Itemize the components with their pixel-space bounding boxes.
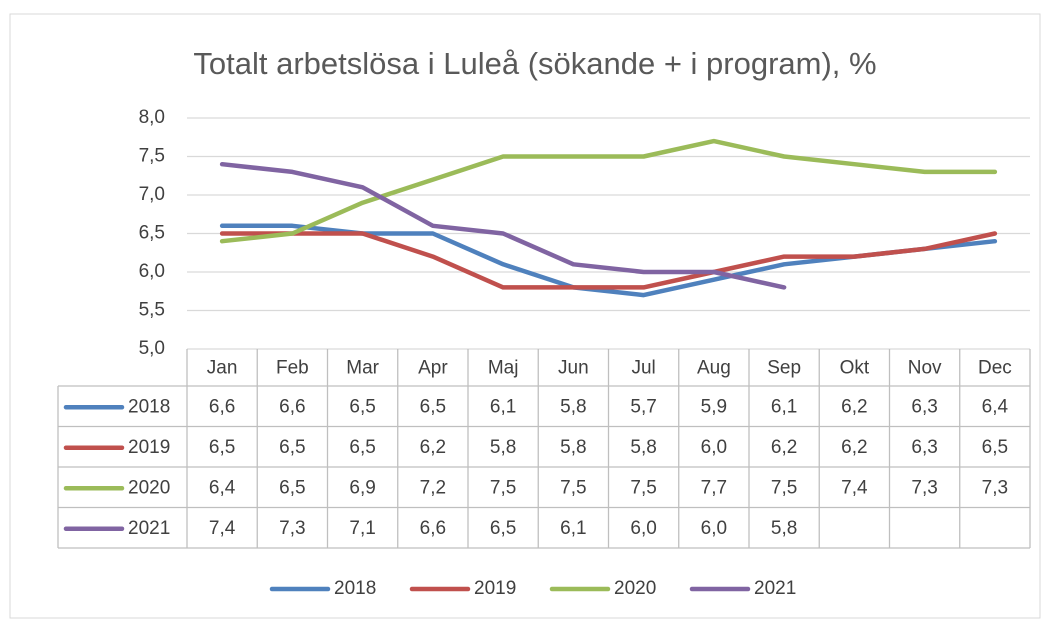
table-cell: 5,7 (630, 396, 656, 417)
table-cell: 7,5 (771, 477, 797, 498)
table-series-name: 2018 (128, 396, 170, 417)
table-cell: 7,5 (490, 477, 516, 498)
x-tick-label: Mar (346, 358, 379, 379)
table-cell: 7,1 (349, 518, 375, 539)
y-tick-label: 5,0 (139, 338, 165, 359)
x-tick-label: Jul (631, 358, 655, 379)
table-cell: 7,3 (982, 477, 1008, 498)
x-tick-label: Jan (207, 358, 238, 379)
table-cell: 6,0 (701, 518, 727, 539)
x-tick-label: Feb (276, 358, 309, 379)
table-cell: 6,5 (279, 437, 305, 458)
x-tick-label: Okt (840, 358, 870, 379)
table-cell: 6,6 (279, 396, 305, 417)
x-tick-label: Nov (908, 358, 942, 379)
table-cell: 7,5 (630, 477, 656, 498)
x-tick-label: Sep (767, 358, 801, 379)
table-cell: 5,8 (490, 437, 516, 458)
chart-frame (9, 13, 1041, 619)
series-line (219, 161, 787, 290)
table-cell: 7,4 (209, 518, 236, 539)
table-cell: 6,6 (420, 518, 446, 539)
y-tick-label: 5,5 (139, 300, 165, 321)
legend-label: 2020 (614, 578, 656, 599)
table-cell: 6,5 (209, 437, 235, 458)
x-tick-label: Jun (558, 358, 589, 379)
table-cell: 6,0 (630, 518, 656, 539)
table-cell: 7,4 (841, 477, 868, 498)
x-tick-label: Aug (697, 358, 731, 379)
y-tick-label: 7,0 (139, 184, 165, 205)
table-cell: 7,3 (279, 518, 305, 539)
table-cell: 7,3 (911, 477, 937, 498)
legend-label: 2019 (474, 578, 516, 599)
x-tick-label: Maj (488, 358, 519, 379)
table-cell: 5,8 (560, 396, 586, 417)
table-cell: 5,8 (630, 437, 656, 458)
table-cell: 6,3 (911, 396, 937, 417)
table-cell: 5,8 (771, 518, 797, 539)
table-cell: 6,2 (771, 437, 797, 458)
table-cell: 6,2 (841, 396, 867, 417)
x-tick-label: Dec (978, 358, 1012, 379)
y-tick-label: 8,0 (139, 107, 165, 128)
table-cell: 5,8 (560, 437, 586, 458)
legend-label: 2021 (754, 578, 796, 599)
table-cell: 6,3 (911, 437, 937, 458)
table-series-name: 2020 (128, 477, 170, 498)
table-cell: 7,7 (701, 477, 727, 498)
table-cell: 6,5 (982, 437, 1008, 458)
table-cell: 6,2 (420, 437, 446, 458)
table-cell: 5,9 (701, 396, 727, 417)
table-cell: 6,5 (349, 396, 375, 417)
table-cell: 6,5 (420, 396, 446, 417)
y-tick-label: 6,0 (139, 261, 165, 282)
y-tick-label: 6,5 (139, 223, 165, 244)
series-line (219, 231, 998, 290)
table-cell: 7,5 (560, 477, 586, 498)
x-tick-label: Apr (418, 358, 448, 379)
table-cell: 7,2 (420, 477, 446, 498)
table-cell: 6,4 (209, 477, 236, 498)
table-cell: 6,6 (209, 396, 235, 417)
table-cell: 6,0 (701, 437, 727, 458)
series-line (219, 138, 998, 244)
table-cell: 6,9 (349, 477, 375, 498)
table-cell: 6,4 (982, 396, 1009, 417)
table-series-name: 2019 (128, 437, 170, 458)
table-cell: 6,1 (490, 396, 516, 417)
table-series-name: 2021 (128, 518, 170, 539)
table-cell: 6,2 (841, 437, 867, 458)
table-cell: 6,5 (279, 477, 305, 498)
y-tick-label: 7,5 (139, 146, 165, 167)
table-cell: 6,1 (771, 396, 797, 417)
legend-label: 2018 (334, 578, 376, 599)
table-cell: 6,5 (349, 437, 375, 458)
table-cell: 6,1 (560, 518, 586, 539)
chart-title: Totalt arbetslösa i Luleå (sökande + i p… (193, 46, 876, 81)
table-cell: 6,5 (490, 518, 516, 539)
